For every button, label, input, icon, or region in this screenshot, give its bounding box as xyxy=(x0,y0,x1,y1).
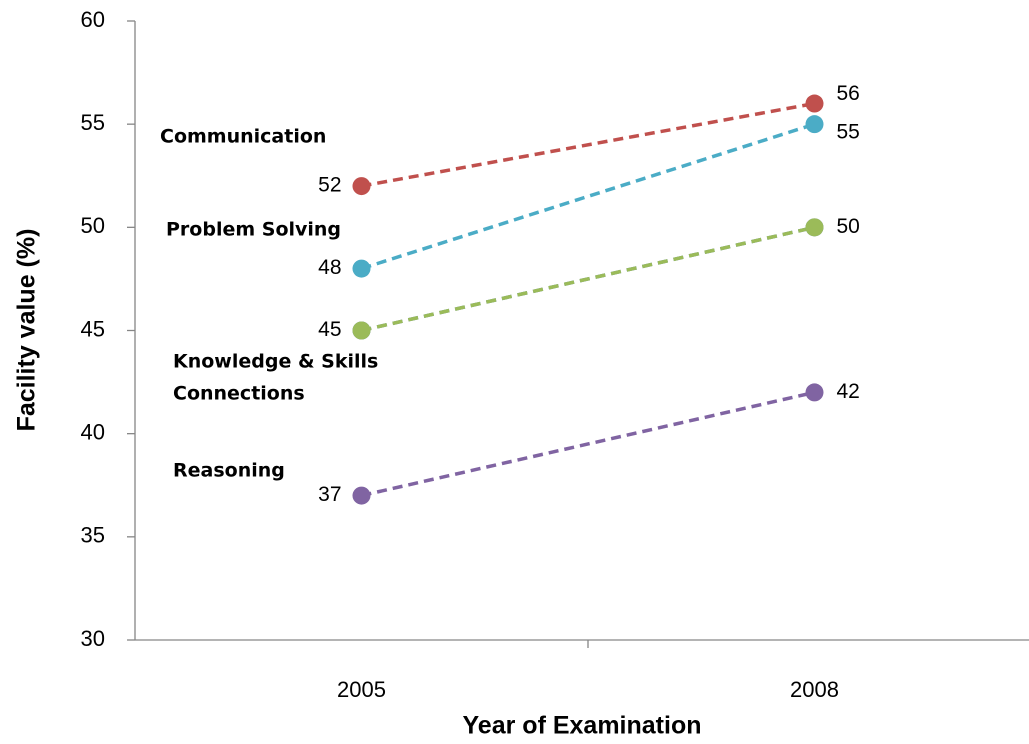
data-label: 50 xyxy=(837,215,860,238)
data-label: 48 xyxy=(318,256,341,279)
y-axis-title: Facility value (%) xyxy=(13,229,41,432)
series-line xyxy=(361,225,815,333)
y-tick-label: 50 xyxy=(81,213,105,238)
series-label: Communication xyxy=(160,126,326,148)
y-tick-label: 45 xyxy=(81,316,105,341)
x-tick-label: 2008 xyxy=(790,677,839,702)
data-label: 55 xyxy=(837,121,860,144)
x-axis-title: Year of Examination xyxy=(463,712,702,740)
data-point xyxy=(352,321,371,340)
x-tick-label: 2005 xyxy=(337,677,386,702)
y-tick-label: 55 xyxy=(81,110,105,135)
y-tick-label: 60 xyxy=(81,7,105,32)
data-label: 45 xyxy=(318,318,341,341)
series-line xyxy=(361,101,815,188)
y-tick-label: 40 xyxy=(81,419,105,444)
y-tick-label: 30 xyxy=(81,626,105,651)
data-point xyxy=(805,94,824,113)
data-point xyxy=(352,259,371,278)
series-line xyxy=(361,390,815,498)
data-point xyxy=(805,218,824,237)
data-label: 42 xyxy=(837,380,860,403)
y-tick-label: 35 xyxy=(81,523,105,548)
data-label: 56 xyxy=(837,82,860,105)
data-point xyxy=(352,177,371,196)
data-point xyxy=(805,383,824,402)
data-label: 37 xyxy=(318,483,341,506)
series-label: Problem Solving xyxy=(166,219,341,241)
data-label: 52 xyxy=(318,174,341,197)
series-label: Knowledge & Skills xyxy=(173,351,378,373)
series-label: Connections xyxy=(173,383,305,405)
data-point xyxy=(805,115,824,134)
data-point xyxy=(352,486,371,505)
series-label: Reasoning xyxy=(173,460,285,482)
